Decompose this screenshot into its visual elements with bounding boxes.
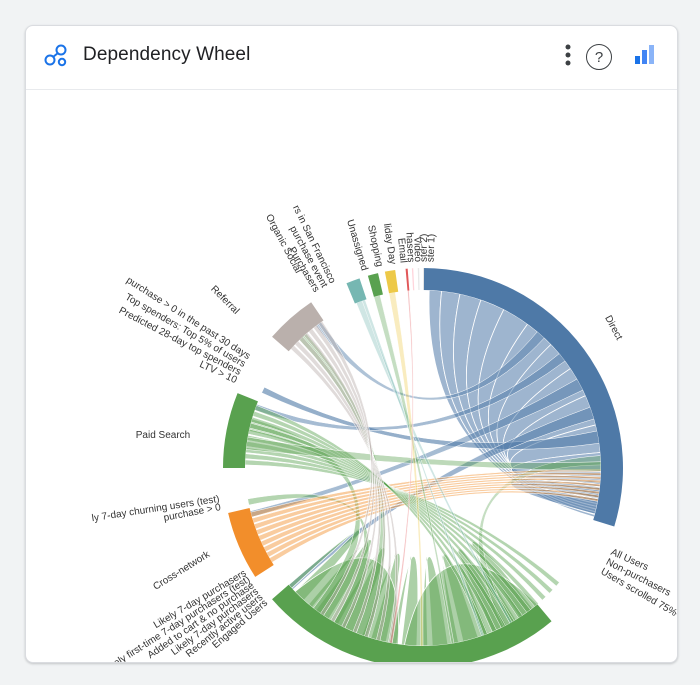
help-circle-icon: ? <box>586 44 612 70</box>
organic-social-arc[interactable] <box>346 278 367 304</box>
paid-search-arc[interactable] <box>223 393 258 468</box>
unassigned-arc[interactable] <box>367 273 383 297</box>
more-options-button[interactable] <box>553 42 583 72</box>
card-header: Dependency Wheel ? <box>26 26 677 90</box>
node-label-newsletter-2: ster 2) <box>419 234 430 262</box>
node-label-direct: Direct <box>602 314 624 342</box>
node-label-newsletter-1: ster 1) <box>426 234 438 263</box>
email-arc[interactable] <box>405 268 410 291</box>
minor-node-arc[interactable] <box>417 268 420 291</box>
cross-network-link <box>263 485 600 552</box>
direct-arc[interactable] <box>423 268 623 527</box>
dependency-wheel-icon <box>42 41 70 69</box>
help-label: ? <box>594 48 604 66</box>
cross-network-arc[interactable] <box>228 508 274 577</box>
node-arc-group <box>223 268 623 662</box>
node-label-hasers: hasers <box>403 232 416 263</box>
organic-arc[interactable] <box>272 584 552 662</box>
paid-search-link <box>244 453 554 594</box>
referral-arc[interactable] <box>272 302 324 352</box>
help-button[interactable]: ? <box>584 42 614 72</box>
minor-node-arc[interactable] <box>411 268 415 291</box>
link-group <box>244 289 602 647</box>
organic-shopping-arc[interactable] <box>384 269 399 294</box>
card-title: Dependency Wheel <box>83 44 251 65</box>
node-label-paid-search: Paid Search <box>136 430 190 441</box>
minor-node-arc[interactable] <box>423 268 425 291</box>
organic-cross-link <box>478 455 602 627</box>
bar-chart-icon <box>632 43 656 72</box>
chart-type-button[interactable] <box>629 42 659 72</box>
node-label-cross-network: Cross-network <box>151 549 212 593</box>
node-label-referral: Referral <box>208 284 241 317</box>
node-label-video: Video <box>411 237 423 263</box>
paid-search-link <box>246 441 539 607</box>
more-vert-icon <box>564 43 572 72</box>
direct-cross-link <box>261 386 600 450</box>
paid-search-link <box>244 459 560 587</box>
dependency-wheel-card: Dependency Wheel ? <box>25 25 678 663</box>
node-label-email: Email <box>395 238 408 264</box>
